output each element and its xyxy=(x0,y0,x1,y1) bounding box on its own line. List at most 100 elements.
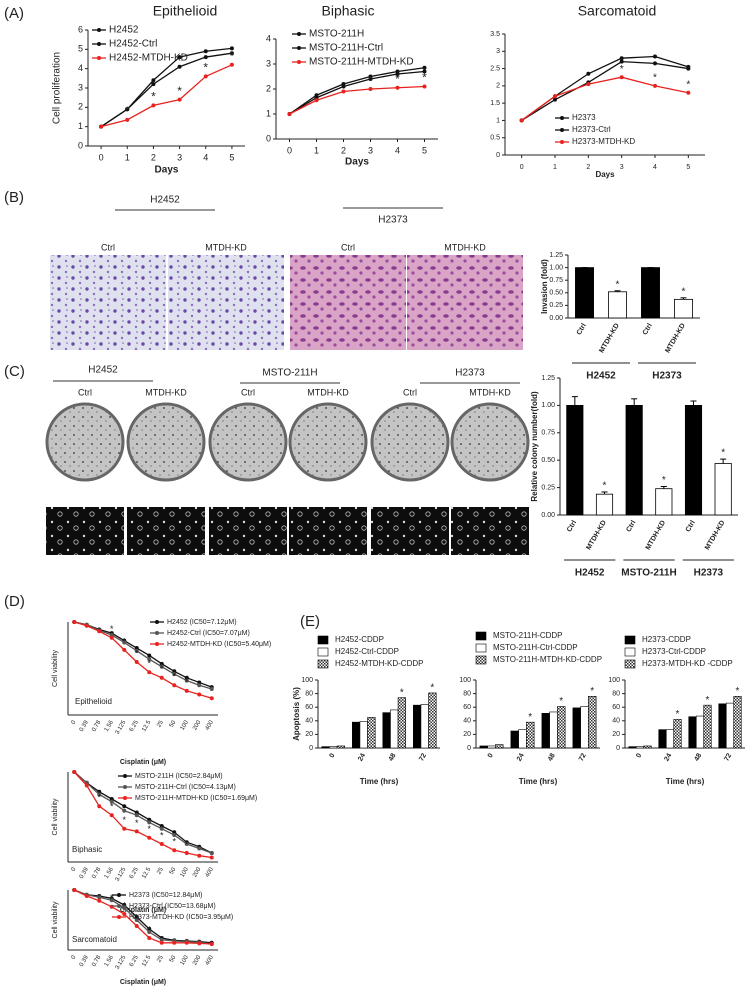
legend-swatch xyxy=(123,774,127,778)
point xyxy=(125,117,130,122)
legend-label: MSTO-211H-MTDH-KD (IC50=1.69μM) xyxy=(135,795,257,802)
x-tick-label: 6.25 xyxy=(129,866,140,880)
point xyxy=(97,629,102,634)
bar xyxy=(566,404,584,516)
corner-label: Epithelioid xyxy=(75,697,112,706)
bar xyxy=(641,267,660,319)
legend-label: H2373-MTDH-KD xyxy=(572,137,635,146)
x-tick-label: 50 xyxy=(169,866,178,875)
point xyxy=(395,72,400,76)
dish xyxy=(370,402,450,482)
x-tick-label: 12.5 xyxy=(141,954,152,968)
column-label: MTDH-KD xyxy=(307,387,349,397)
point xyxy=(147,930,152,934)
bar xyxy=(549,711,558,749)
point xyxy=(341,84,346,89)
bar xyxy=(518,729,527,749)
legend-label: H2373-MTDH-KD (IC50=3.95μM) xyxy=(129,914,233,921)
point xyxy=(172,848,177,853)
point xyxy=(586,71,591,76)
y-tick-label: 3 xyxy=(266,58,271,68)
y-tick-label: 1.00 xyxy=(541,402,555,409)
point xyxy=(203,74,208,79)
point xyxy=(122,804,127,809)
y-tick-label: 3 xyxy=(78,82,83,92)
x-tick-label: 50 xyxy=(169,719,178,728)
x-tick-label: 0 xyxy=(635,752,643,759)
annotation: * xyxy=(172,672,176,682)
point xyxy=(159,826,164,831)
y-axis-label: Apoptosis (%) xyxy=(292,687,301,741)
annotation: * xyxy=(653,72,657,83)
x-tick-label: 0 xyxy=(70,866,77,872)
annotation: * xyxy=(122,636,126,646)
point xyxy=(97,792,102,797)
annotation: * xyxy=(185,839,189,849)
column-label: Ctrl xyxy=(101,242,115,252)
point xyxy=(147,670,152,675)
legend-swatch xyxy=(624,659,636,669)
x-axis-label: Cisplatin (μM) xyxy=(120,979,166,986)
x-tick-label: 50 xyxy=(169,954,178,963)
annotation: * xyxy=(400,687,404,698)
legend-label: H2452-Ctrl (IC50=7.07μM) xyxy=(167,630,250,637)
corner-label: Biphasic xyxy=(72,845,102,854)
point xyxy=(177,97,182,102)
annotation: * xyxy=(662,475,666,486)
y-tick-label: 1.25 xyxy=(541,375,555,382)
point xyxy=(553,94,557,99)
bar xyxy=(703,704,712,749)
annotation: * xyxy=(135,818,139,828)
legend-label: H2373 (IC50=12.84μM) xyxy=(129,892,203,899)
bar xyxy=(588,696,597,749)
legend-swatch xyxy=(560,116,564,120)
point xyxy=(122,906,127,910)
point xyxy=(368,77,373,81)
x-tick-label: 0.39 xyxy=(79,719,90,733)
bar xyxy=(336,745,345,749)
point xyxy=(134,915,139,919)
x-axis-label: Days xyxy=(595,170,615,179)
point xyxy=(72,888,77,892)
x-tick-label: 5 xyxy=(229,152,234,162)
x-axis-label: Time (hrs) xyxy=(360,777,399,786)
series-line xyxy=(100,52,233,128)
y-tick-label: 1.25 xyxy=(549,252,563,259)
legend-label: H2452-MTDH-KD-CDDP xyxy=(335,659,423,668)
annotation: * xyxy=(147,924,151,934)
legend-swatch xyxy=(117,915,121,919)
point xyxy=(197,941,202,946)
point xyxy=(134,648,139,653)
legend-label: H2373-MTDH-KD -CDDP xyxy=(642,659,733,668)
y-axis-label: Cell proliferation xyxy=(52,52,63,124)
point xyxy=(84,623,89,628)
colony-image xyxy=(451,507,529,555)
legend-label: H2373 xyxy=(572,113,596,122)
x-tick-label: Ctrl xyxy=(566,519,578,533)
y-tick-label: 0.75 xyxy=(541,430,555,437)
x-tick-label: 5 xyxy=(422,145,427,155)
series-line xyxy=(73,771,212,859)
bar xyxy=(359,721,368,749)
annotation: * xyxy=(147,824,151,834)
y-tick-label: 2.5 xyxy=(490,65,500,72)
legend-label: MSTO-211H-Ctrl-CDDP xyxy=(493,643,578,652)
x-tick-label: 6.25 xyxy=(129,719,140,733)
y-tick-label: 20 xyxy=(612,731,620,738)
group-title: H2373 xyxy=(378,215,408,226)
column-label: Ctrl xyxy=(403,387,417,397)
x-tick-label: 12.5 xyxy=(141,866,152,880)
y-tick-label: 0.00 xyxy=(549,315,563,322)
annotation: * xyxy=(422,71,427,85)
chart-title: Epithelioid xyxy=(153,3,218,19)
x-tick-label: 48 xyxy=(547,752,557,762)
legend-label: H2452-MTDH-KD xyxy=(109,53,188,64)
column-label: MTDH-KD xyxy=(145,387,187,397)
legend-label: H2452 xyxy=(109,25,139,36)
point xyxy=(151,78,156,83)
x-tick-label: 24 xyxy=(357,752,367,762)
point xyxy=(197,853,202,858)
legend-swatch xyxy=(317,647,329,657)
group-label: H2452 xyxy=(586,371,616,382)
point xyxy=(203,49,208,54)
